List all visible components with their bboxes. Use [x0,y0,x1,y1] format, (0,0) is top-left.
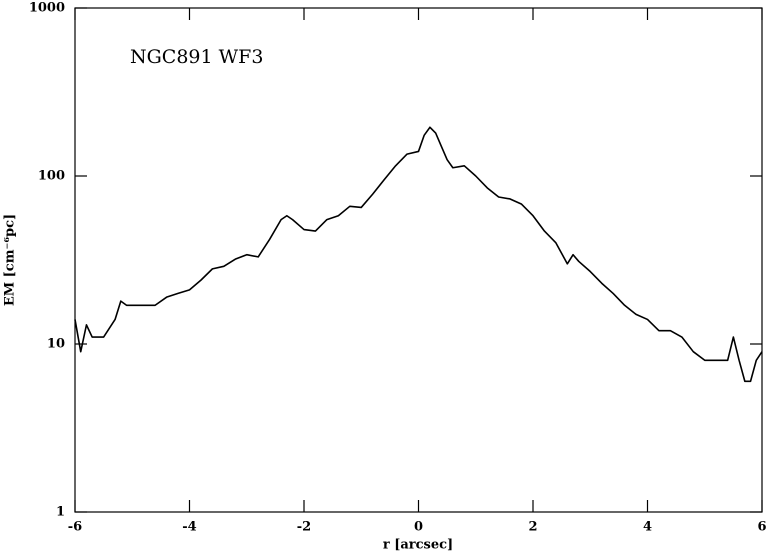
x-tick-label: 2 [528,520,537,535]
data-line [74,126,763,383]
x-tick-label: 4 [643,520,652,535]
y-axis-label: EM [cm⁻⁶pc] [3,214,18,306]
x-tick-label: -2 [297,520,311,535]
x-tick-label: -6 [68,520,82,535]
x-tick-label: 6 [757,520,766,535]
y-tick-label: 100 [38,169,65,184]
annotation: NGC891 WF3 [130,46,263,68]
x-tick-label: -4 [182,520,196,535]
plot-frame [74,7,763,513]
y-tick-label: 1 [56,505,65,520]
y-tick-label: 1000 [29,1,65,16]
y-tick-label: 10 [47,337,65,352]
x-tick-label: 0 [414,520,423,535]
x-axis-label: r [arcsec] [383,538,453,553]
